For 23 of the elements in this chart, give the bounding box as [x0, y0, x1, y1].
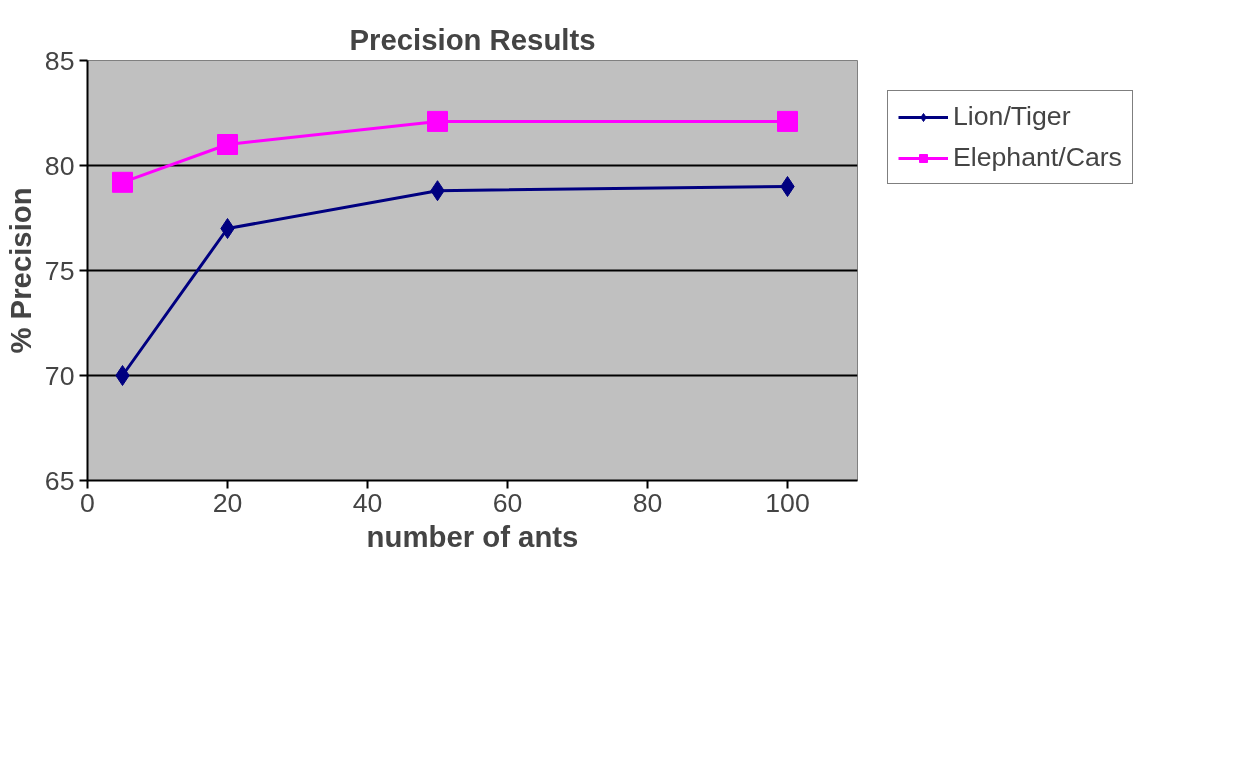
x-axis-title: number of ants — [366, 519, 579, 553]
point — [217, 134, 238, 155]
y-tick-label: 70 — [44, 360, 75, 391]
y-tick-label: 85 — [44, 45, 75, 76]
point — [427, 110, 448, 132]
x-tick-label: 0 — [80, 487, 95, 518]
legend-label: Lion/Tiger — [953, 101, 1071, 132]
legend-label: Elephant/Cars — [953, 142, 1122, 173]
x-tick-label: 100 — [765, 487, 810, 518]
x-tick-label: 60 — [492, 487, 523, 518]
y-axis-title: % Precision — [3, 187, 37, 354]
x-tick-label: 20 — [212, 487, 243, 518]
point — [780, 176, 795, 197]
point — [115, 365, 130, 386]
chart-title: Precision Results — [349, 22, 596, 56]
y-tick-label: 80 — [44, 150, 75, 181]
y-tick-label: 65 — [44, 465, 75, 496]
point — [112, 171, 133, 193]
point — [220, 218, 235, 239]
x-tick-label: 80 — [632, 487, 663, 518]
point — [777, 110, 798, 132]
x-tick-label: 40 — [352, 487, 383, 518]
y-tick-label: 75 — [44, 255, 75, 286]
